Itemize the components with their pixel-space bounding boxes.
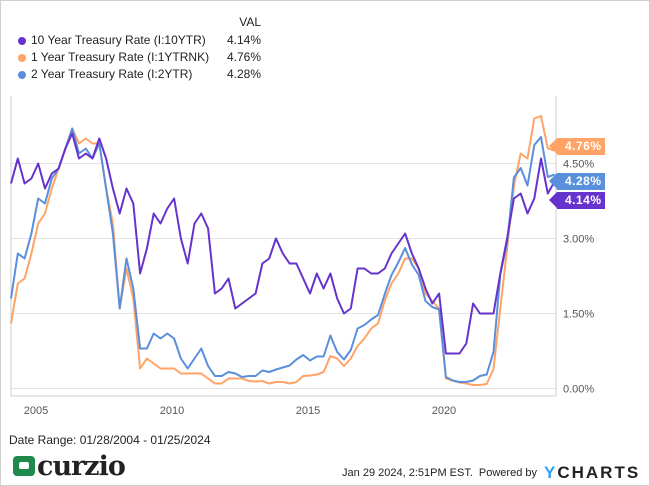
ycharts-text: CHARTS xyxy=(557,463,641,482)
legend-value: 4.14% xyxy=(226,33,261,47)
last-value-tag-10y: 4.14% xyxy=(549,192,605,209)
y-tick-label: 1.50% xyxy=(563,309,594,321)
ycharts-y: Y xyxy=(544,463,558,482)
series-line-0 xyxy=(10,132,556,355)
timestamp: Jan 29 2024, 2:51PM EST. xyxy=(342,467,473,479)
ycharts-logo[interactable]: YCHARTS xyxy=(544,463,640,483)
series-dot-icon xyxy=(18,37,26,45)
x-tick-label: 2020 xyxy=(432,405,456,417)
legend-item-2y[interactable]: 2 Year Treasury Rate (I:2YTR) 4.28% xyxy=(11,67,263,83)
x-tick-label: 2005 xyxy=(24,405,48,417)
curzio-logo: curzio xyxy=(13,451,126,482)
logo-text: curzio xyxy=(37,451,126,482)
powered-by: Powered by xyxy=(478,467,537,479)
curzio-logo-icon xyxy=(13,456,35,476)
legend-item-10y[interactable]: 10 Year Treasury Rate (I:10YTR) 4.14% xyxy=(11,33,263,49)
last-value-tag-2y: 4.28% xyxy=(549,173,605,190)
y-tick-label: 3.00% xyxy=(563,234,594,246)
line-chart: 0.00% 1.50% 3.00% 4.50% 2005 2010 2015 2020 xyxy=(10,96,594,417)
x-tick-label: 2015 xyxy=(296,405,320,417)
legend-label: 1 Year Treasury Rate (I:1YTRNK) xyxy=(31,50,210,64)
date-range: Date Range: 01/28/2004 - 01/25/2024 xyxy=(9,433,211,447)
legend-label: 2 Year Treasury Rate (I:2YTR) xyxy=(31,67,193,81)
legend-value-header: VAL xyxy=(239,15,261,29)
series-dot-icon xyxy=(18,54,26,62)
x-tick-label: 2010 xyxy=(160,405,184,417)
legend-item-1y[interactable]: 1 Year Treasury Rate (I:1YTRNK) 4.76% xyxy=(11,50,263,66)
legend-value: 4.76% xyxy=(226,50,261,64)
series-dot-icon xyxy=(18,71,26,79)
legend-label: 10 Year Treasury Rate (I:10YTR) xyxy=(31,33,206,47)
y-tick-label: 0.00% xyxy=(563,384,594,396)
series-line-2 xyxy=(10,127,555,383)
y-tick-label: 4.50% xyxy=(563,159,594,171)
last-value-tag-1y: 4.76% xyxy=(549,138,605,155)
footer-right: Jan 29 2024, 2:51PM EST. Powered by xyxy=(342,467,537,479)
legend-value: 4.28% xyxy=(226,67,261,81)
